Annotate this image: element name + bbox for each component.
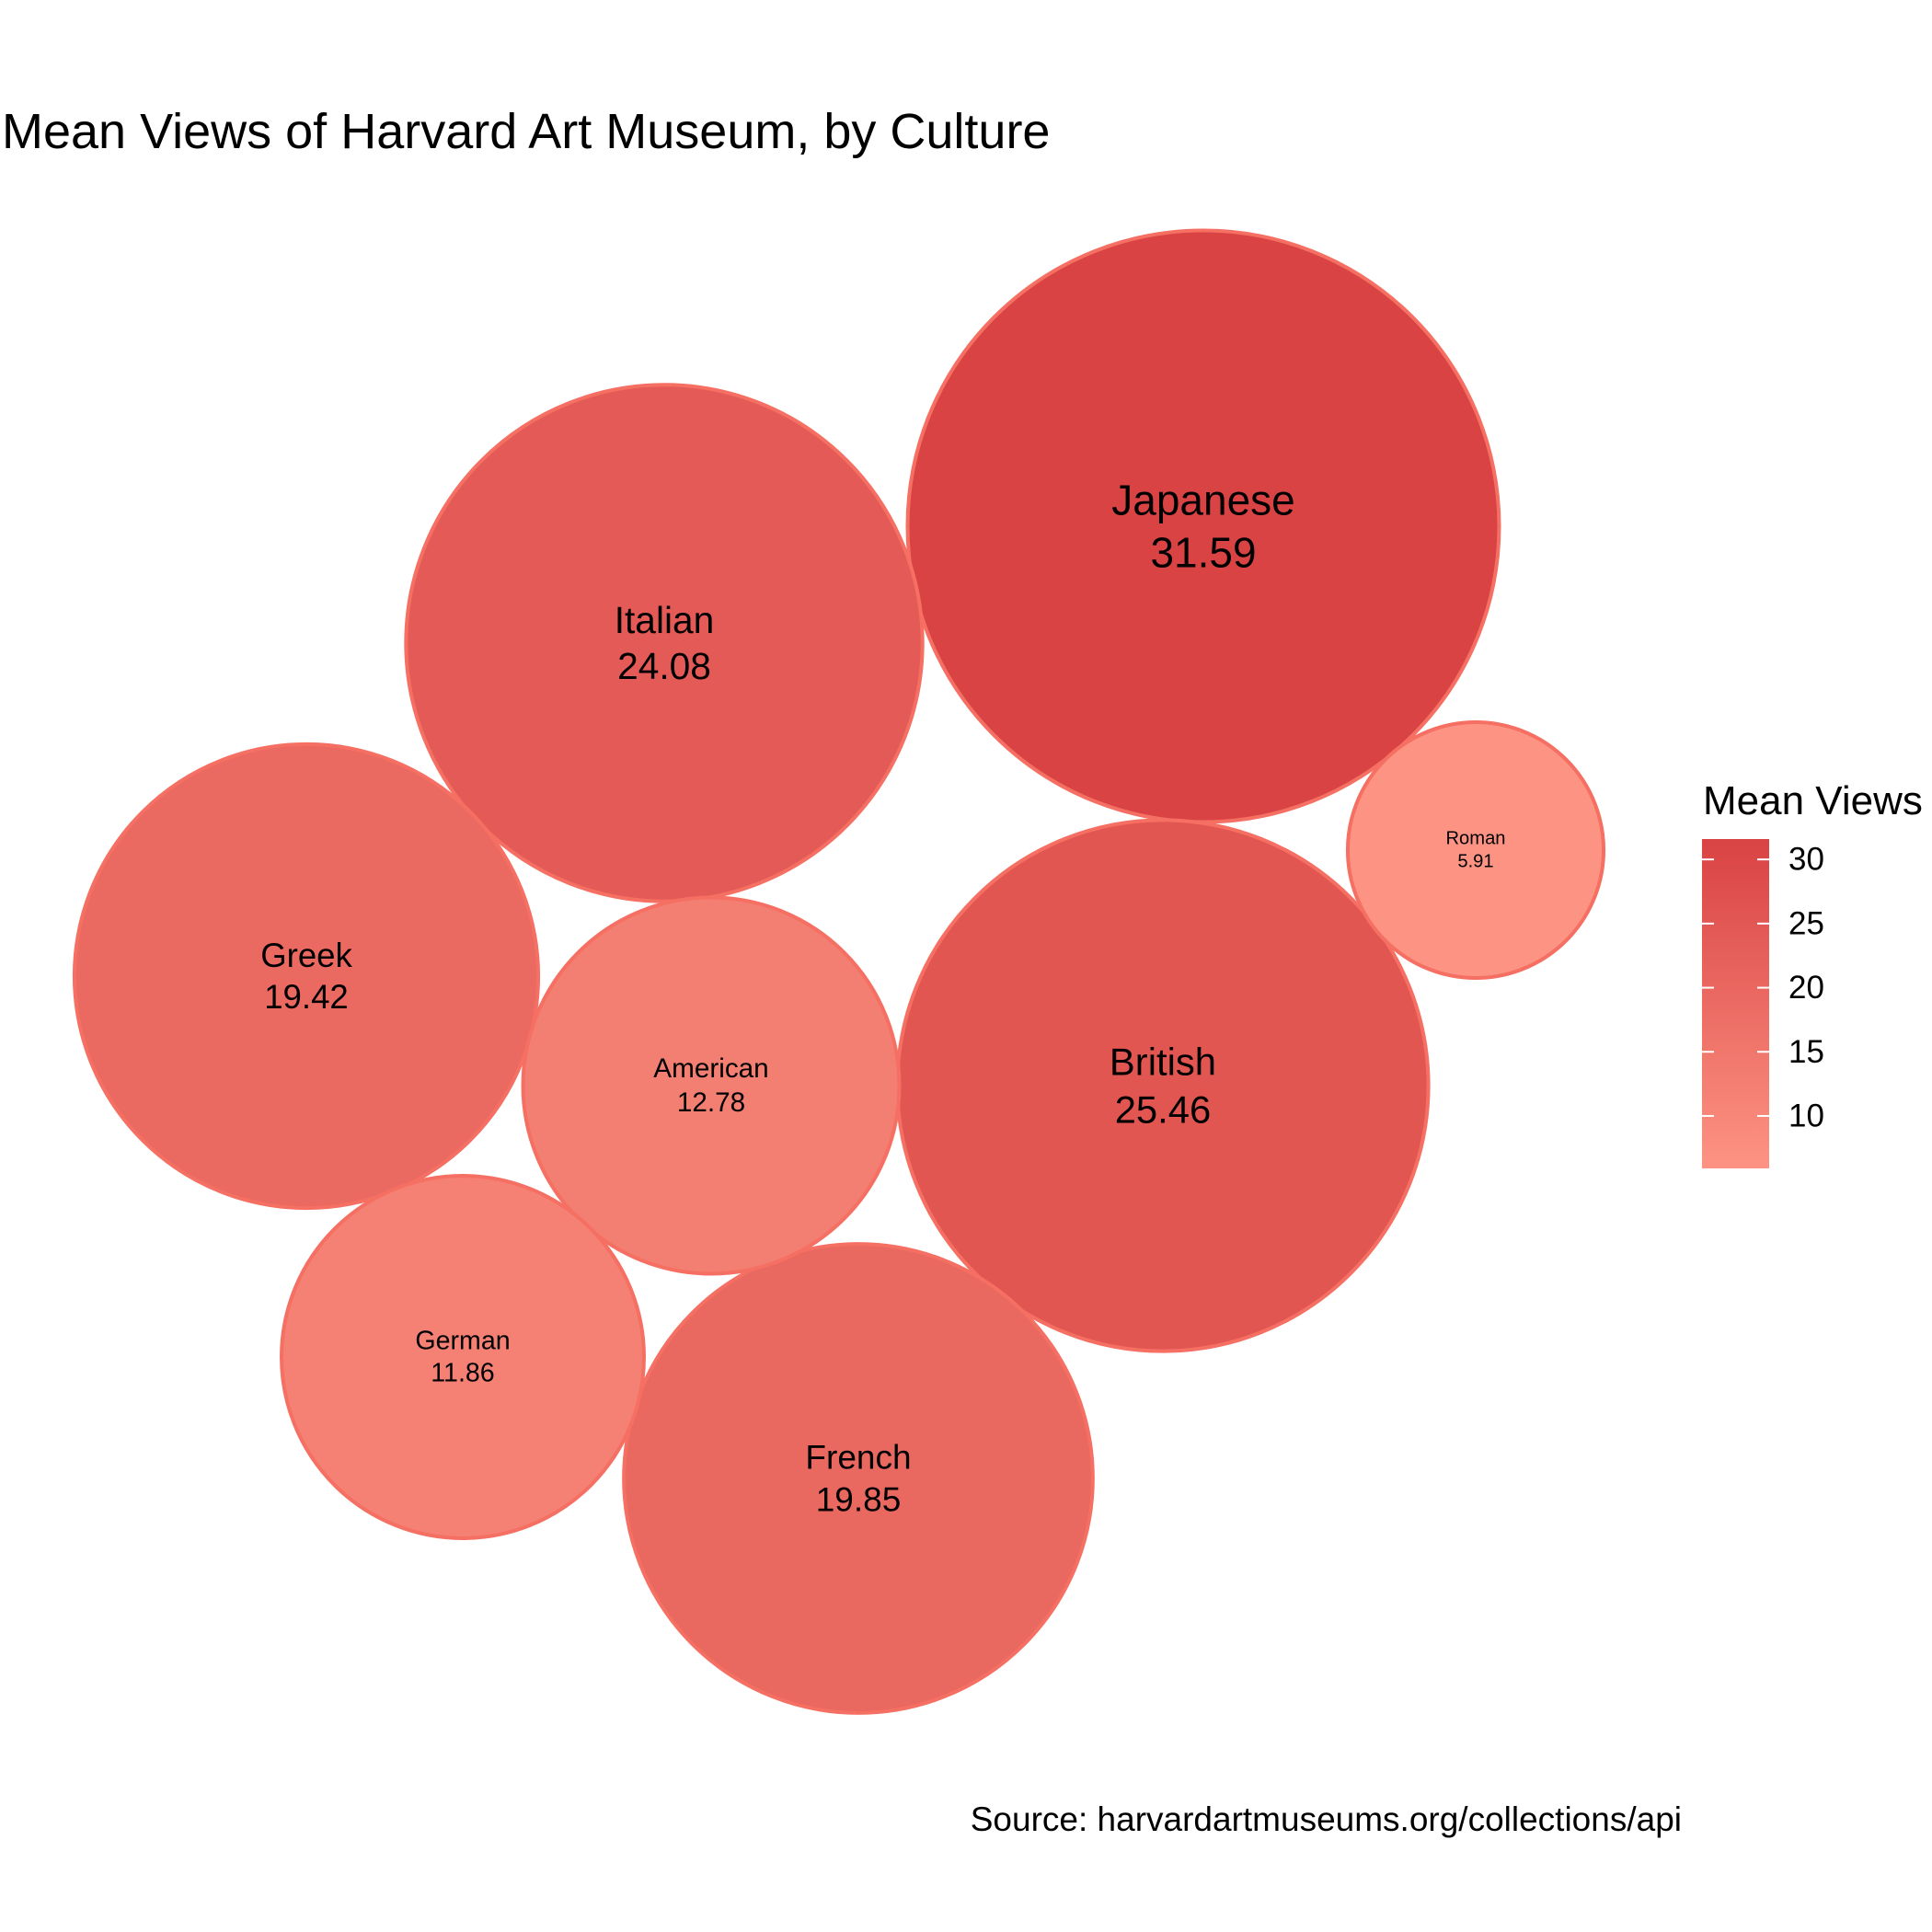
legend-title: Mean Views	[1703, 778, 1923, 823]
bubble-label-french: French	[805, 1439, 911, 1477]
bubble-roman: Roman 5.91	[1345, 719, 1606, 981]
chart-title: Mean Views of Harvard Art Museum, by Cul…	[2, 104, 1051, 159]
bubble-value-german: 11.86	[431, 1359, 494, 1388]
bubble-value-japanese: 31.59	[1150, 529, 1256, 577]
bubble-label-british: British	[1110, 1041, 1216, 1084]
bubble-greek: Greek 19.42	[72, 742, 541, 1211]
bubble-value-french: 19.85	[816, 1480, 902, 1518]
bubble-japanese: Japanese 31.59	[905, 228, 1501, 824]
bubble-label-roman: Roman	[1445, 828, 1505, 848]
bubble-label-german: German	[415, 1326, 510, 1355]
bubble-german: German 11.86	[280, 1174, 646, 1540]
legend-tick-label-25: 25	[1788, 905, 1824, 941]
legend-tick-label-10: 10	[1788, 1098, 1824, 1133]
bubble-circle-roman	[1345, 719, 1606, 981]
legend-color-bar	[1702, 839, 1769, 1168]
bubble-circle-french	[622, 1242, 1095, 1715]
bubble-value-roman: 5.91	[1457, 852, 1493, 872]
legend-ticks: 10 15 20 25 30	[1702, 842, 1824, 1133]
bubble-circle-italian	[404, 383, 925, 903]
bubble-circle-german	[280, 1174, 646, 1540]
legend-tick-label-15: 15	[1788, 1034, 1824, 1070]
chart-caption: Source: harvardartmuseums.org/collection…	[970, 1800, 1682, 1838]
bubble-circle-japanese	[905, 228, 1501, 824]
bubble-circle-british	[895, 818, 1431, 1353]
bubble-value-greek: 19.42	[264, 978, 349, 1016]
bubble-label-american: American	[653, 1053, 768, 1084]
bubble-label-greek: Greek	[260, 937, 352, 974]
bubbles-layer: Japanese31.59British25.46Italian24.08Fre…	[72, 228, 1606, 1715]
bubble-circle-greek	[72, 742, 541, 1211]
legend-tick-label-20: 20	[1788, 970, 1824, 1006]
legend: 10 15 20 25 30	[1702, 839, 1824, 1168]
bubble-value-british: 25.46	[1115, 1087, 1212, 1131]
legend-tick-label-30: 30	[1788, 842, 1824, 878]
bubble-circle-american	[521, 895, 902, 1276]
bubble-label-italian: Italian	[615, 599, 715, 641]
bubble-value-american: 12.78	[677, 1087, 745, 1118]
bubble-value-italian: 24.08	[617, 645, 711, 687]
bubble-label-japanese: Japanese	[1111, 476, 1295, 523]
